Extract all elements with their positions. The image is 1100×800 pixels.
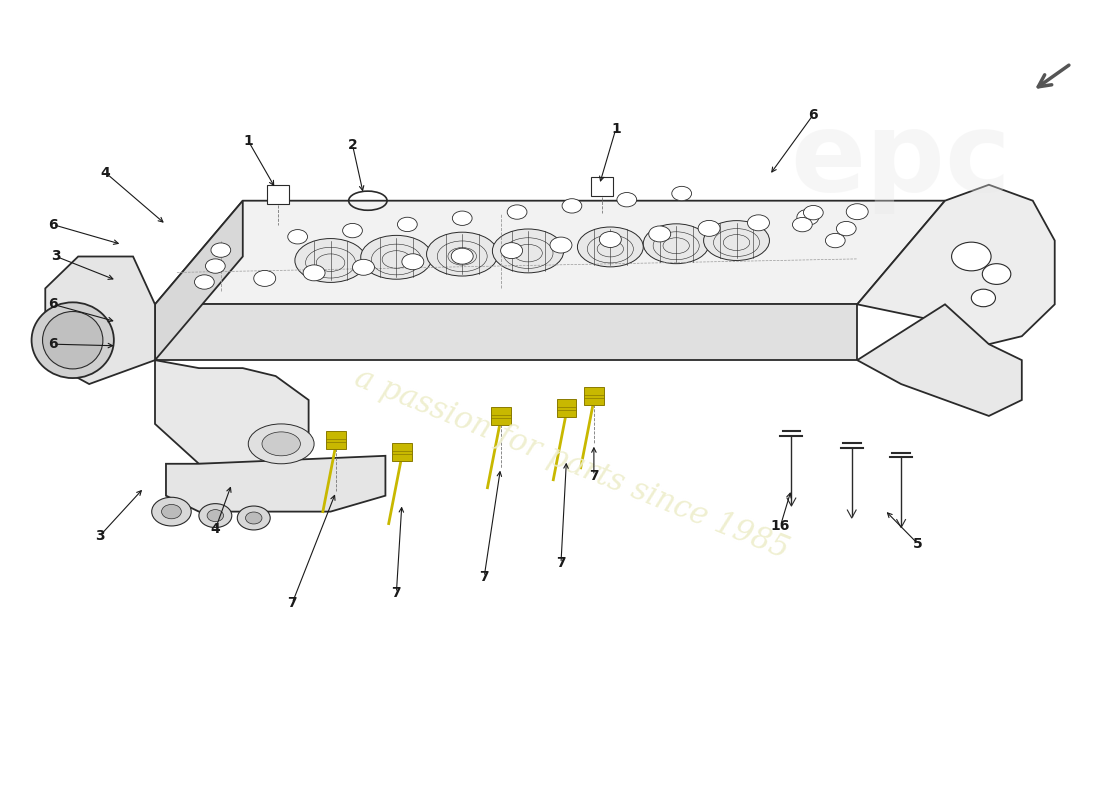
- Polygon shape: [155, 360, 309, 464]
- Ellipse shape: [493, 229, 563, 273]
- Text: 6: 6: [48, 298, 58, 311]
- Ellipse shape: [249, 424, 315, 464]
- Circle shape: [649, 226, 671, 242]
- Circle shape: [206, 259, 225, 274]
- Circle shape: [698, 221, 720, 236]
- Bar: [491, 407, 510, 425]
- Circle shape: [803, 206, 823, 220]
- Circle shape: [451, 248, 473, 264]
- Ellipse shape: [361, 235, 432, 279]
- Polygon shape: [155, 201, 243, 360]
- Circle shape: [500, 242, 522, 258]
- Bar: [327, 431, 345, 449]
- Bar: [557, 399, 576, 417]
- Ellipse shape: [427, 232, 498, 276]
- Circle shape: [452, 211, 472, 226]
- Text: 1: 1: [243, 134, 253, 148]
- Circle shape: [162, 505, 182, 518]
- Circle shape: [748, 215, 769, 230]
- Circle shape: [238, 506, 271, 530]
- Text: 3: 3: [52, 250, 62, 263]
- Circle shape: [952, 242, 991, 271]
- Circle shape: [152, 498, 191, 526]
- Circle shape: [550, 237, 572, 253]
- Ellipse shape: [43, 311, 103, 369]
- Bar: [591, 177, 613, 196]
- Bar: [584, 387, 604, 405]
- Circle shape: [304, 265, 326, 281]
- Circle shape: [195, 275, 214, 289]
- Circle shape: [792, 218, 812, 232]
- Bar: [267, 185, 289, 204]
- Text: 2: 2: [348, 138, 358, 152]
- Circle shape: [672, 186, 692, 201]
- Text: 3: 3: [96, 529, 104, 542]
- Circle shape: [971, 289, 996, 306]
- Polygon shape: [45, 257, 155, 384]
- Polygon shape: [155, 201, 945, 304]
- Circle shape: [245, 512, 262, 524]
- Circle shape: [846, 204, 868, 220]
- Text: a passion for parts since 1985: a passion for parts since 1985: [350, 362, 793, 566]
- Text: 5: 5: [913, 537, 923, 550]
- Ellipse shape: [578, 227, 644, 267]
- Text: 4: 4: [210, 522, 220, 536]
- Text: 4: 4: [101, 166, 110, 180]
- Text: 6: 6: [48, 218, 58, 232]
- Ellipse shape: [295, 238, 366, 282]
- Text: 16: 16: [771, 519, 790, 533]
- Text: 6: 6: [808, 107, 818, 122]
- Ellipse shape: [262, 432, 300, 456]
- Text: epc: epc: [791, 107, 1012, 214]
- Circle shape: [397, 218, 417, 231]
- Circle shape: [825, 234, 845, 248]
- Circle shape: [207, 510, 223, 522]
- Text: 7: 7: [392, 586, 402, 600]
- Text: 7: 7: [557, 557, 565, 570]
- Text: 7: 7: [287, 596, 297, 610]
- Polygon shape: [155, 304, 857, 360]
- Bar: [392, 443, 411, 461]
- Polygon shape: [857, 304, 1022, 416]
- Ellipse shape: [644, 224, 710, 264]
- Text: 1: 1: [610, 122, 620, 136]
- Circle shape: [254, 270, 276, 286]
- Circle shape: [211, 243, 231, 258]
- Ellipse shape: [704, 221, 769, 261]
- Text: 7: 7: [480, 570, 490, 584]
- Circle shape: [562, 198, 582, 213]
- Text: 6: 6: [48, 337, 58, 351]
- Circle shape: [600, 231, 621, 247]
- Circle shape: [507, 205, 527, 219]
- Circle shape: [288, 230, 308, 244]
- Circle shape: [796, 210, 818, 226]
- Polygon shape: [857, 185, 1055, 344]
- Text: 7: 7: [590, 469, 598, 482]
- Polygon shape: [166, 456, 385, 512]
- Circle shape: [352, 259, 374, 275]
- Circle shape: [617, 193, 637, 207]
- Circle shape: [199, 504, 232, 527]
- Circle shape: [982, 264, 1011, 285]
- Ellipse shape: [32, 302, 114, 378]
- Circle shape: [402, 254, 424, 270]
- Circle shape: [836, 222, 856, 236]
- Circle shape: [342, 223, 362, 238]
